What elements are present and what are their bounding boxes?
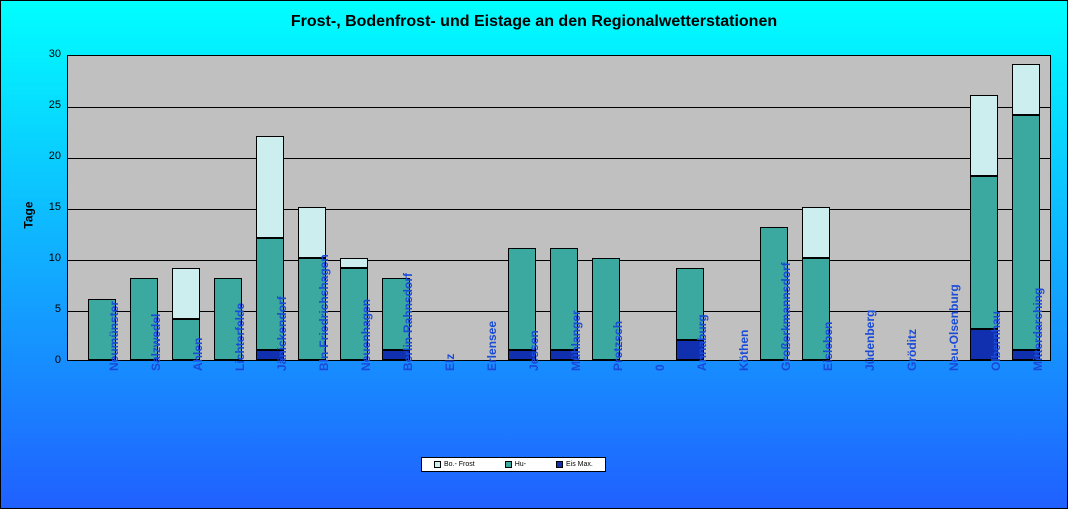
- grid-line: [68, 107, 1050, 108]
- x-label: Pretzsch: [611, 321, 625, 371]
- plot-area: [67, 55, 1051, 361]
- x-label: Jüdenberg: [863, 310, 877, 371]
- x-label: Mitterdarching: [1031, 288, 1045, 371]
- x-label: Jänickendorf: [275, 296, 289, 371]
- chart-container: Frost-, Bodenfrost- und Eistage an den R…: [0, 0, 1068, 509]
- chart-title: Frost-, Bodenfrost- und Eistage an den R…: [1, 13, 1067, 31]
- x-label: Neuenhagen: [359, 299, 373, 371]
- x-label: Gröditz: [905, 329, 919, 371]
- y-tick-label: 5: [37, 303, 61, 315]
- x-label: 0: [653, 364, 667, 371]
- x-label: Jessen: [527, 330, 541, 371]
- y-tick-label: 0: [37, 354, 61, 366]
- x-label: Neumünster: [107, 301, 121, 371]
- grid-line: [68, 158, 1050, 159]
- legend-item: Eis Max.: [556, 461, 593, 468]
- y-axis-label: Tage: [22, 201, 36, 228]
- legend-label: Eis Max.: [566, 461, 593, 468]
- bofrost-segment: [298, 207, 326, 258]
- legend-label: Hu-: [515, 461, 526, 468]
- bofrost-segment: [970, 95, 998, 177]
- x-label: Elz: [443, 354, 457, 371]
- x-label: Lichterfelde: [233, 303, 247, 371]
- y-tick-label: 20: [37, 150, 61, 162]
- y-tick-label: 10: [37, 252, 61, 264]
- x-label: Mühlanger: [569, 310, 583, 371]
- x-label: Eisleben: [821, 322, 835, 371]
- grid-line: [68, 209, 1050, 210]
- legend: Bo.- Frost Hu- Eis Max.: [421, 457, 606, 472]
- bofrost-segment: [256, 136, 284, 238]
- bofrost-segment: [1012, 64, 1040, 115]
- bofrost-segment: [340, 258, 368, 268]
- legend-swatch: [434, 461, 441, 468]
- y-tick-label: 25: [37, 99, 61, 111]
- y-tick-label: 30: [37, 48, 61, 60]
- x-label: Köthen: [737, 330, 751, 371]
- x-label: Annaburg: [695, 314, 709, 371]
- x-label: Großerkmannsdorf: [779, 262, 793, 371]
- x-label: Berlin-Rahnsdorf: [401, 273, 415, 371]
- x-label: Salzwedel: [149, 314, 163, 371]
- legend-item: Hu-: [505, 461, 526, 468]
- x-label: Erlensee: [485, 321, 499, 371]
- bofrost-segment: [172, 268, 200, 319]
- y-tick-label: 15: [37, 201, 61, 213]
- x-label: Olbernhau: [989, 311, 1003, 371]
- legend-label: Bo.- Frost: [444, 461, 475, 468]
- legend-swatch: [556, 461, 563, 468]
- legend-swatch: [505, 461, 512, 468]
- x-label: Bln-Friedrichshagen: [317, 254, 331, 371]
- bofrost-segment: [802, 207, 830, 258]
- legend-item: Bo.- Frost: [434, 461, 475, 468]
- x-label: Ahlen: [191, 338, 205, 371]
- hu-segment: [970, 176, 998, 329]
- x-label: Neu-Olsenburg: [947, 284, 961, 371]
